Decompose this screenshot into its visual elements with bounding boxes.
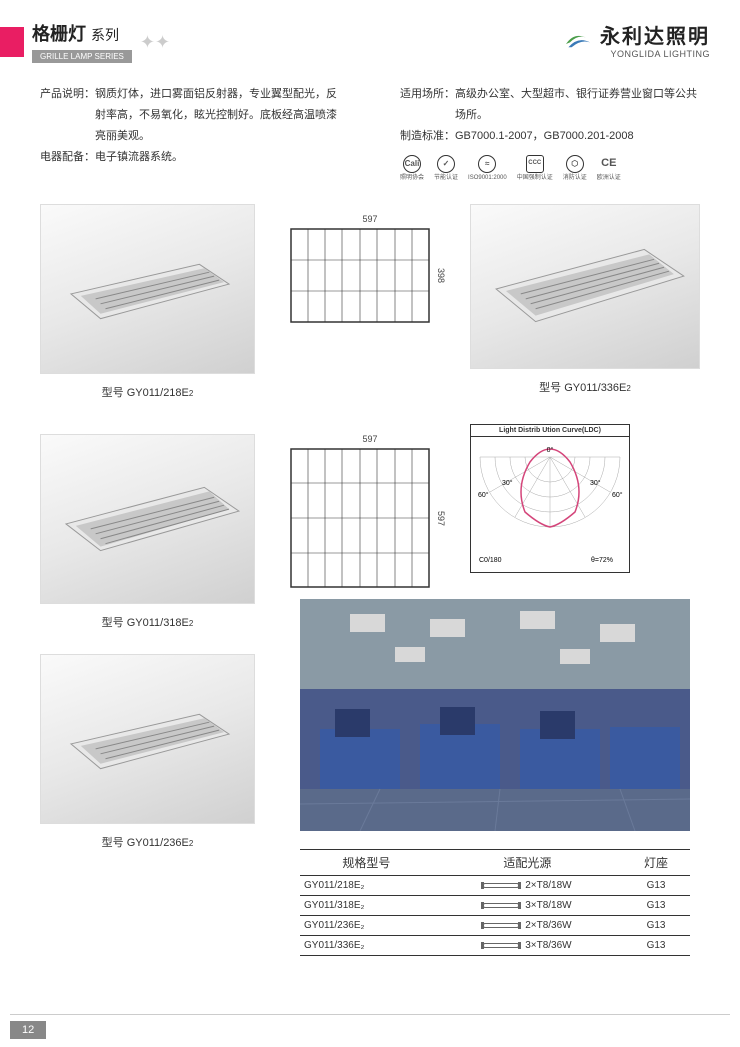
table-row: GY011/336E₂3×T8/36WG13 xyxy=(300,936,690,956)
table-row: GY011/318E₂3×T8/18WG13 xyxy=(300,896,690,916)
cert-icon: CCC xyxy=(526,155,544,173)
product-image xyxy=(470,204,700,369)
table-row: GY011/218E₂2×T8/18WG13 xyxy=(300,876,690,896)
page-header: 格栅灯 系列 GRILLE LAMP SERIES ✦✦ 永利达照明 YONGL… xyxy=(0,0,740,74)
brand-name-cn: 永利达照明 xyxy=(600,20,710,49)
equip-text: 电子镇流器系统。 xyxy=(95,147,340,168)
dimension-diagram: 597 597 xyxy=(290,434,450,588)
title-block: 格栅灯 系列 GRILLE LAMP SERIES ✦✦ xyxy=(0,20,170,64)
tube-icon xyxy=(483,903,519,908)
product-card: 型号 GY011/236E2 xyxy=(40,654,255,850)
table-header: 灯座 xyxy=(622,850,690,876)
product-caption: 型号 GY011/218E2 xyxy=(40,384,255,400)
ldc-chart: Light Distrib Ution Curve(LDC) 0° 30°30°… xyxy=(470,424,700,573)
product-card: 型号 GY011/218E2 xyxy=(40,204,255,400)
accent-bar xyxy=(0,27,24,57)
table-header: 适配光源 xyxy=(433,850,622,876)
application-photo xyxy=(300,599,690,831)
desc-text: 钢质灯体，进口雾面铝反射器，专业翼型配光，反射率高，不易氧化，眩光控制好。底板经… xyxy=(95,84,340,147)
desc-label: 产品说明： xyxy=(40,84,95,147)
brand-name-en: YONGLIDA LIGHTING xyxy=(600,49,710,59)
product-card: 型号 GY011/336E2 xyxy=(470,204,700,395)
standard-label: 制造标准： xyxy=(400,126,455,147)
page-title: 格栅灯 系列 xyxy=(32,20,132,46)
product-image xyxy=(40,204,255,374)
cert-icon: ≈ xyxy=(478,155,496,173)
equip-label: 电器配备： xyxy=(40,147,95,168)
certifications: Cali照明协会 ✓节能认证 ≈ISO9001:2000 CCC中国强制认证 ⬡… xyxy=(400,155,700,184)
table-row: GY011/236E₂2×T8/36WG13 xyxy=(300,916,690,936)
cert-icon: CE xyxy=(600,155,618,173)
svg-text:θ=72%: θ=72% xyxy=(591,557,613,564)
svg-text:60°: 60° xyxy=(612,491,623,499)
page-subtitle: GRILLE LAMP SERIES xyxy=(32,50,132,63)
page-number: 12 xyxy=(10,1021,46,1039)
dimension-diagram: 597 398 xyxy=(290,214,450,323)
svg-text:30°: 30° xyxy=(502,479,513,487)
usage-text: 高级办公室、大型超市、银行证券营业窗口等公共场所。 xyxy=(455,84,700,126)
cert-icon: Cali xyxy=(403,155,421,173)
decoration-icon: ✦✦ xyxy=(140,32,170,53)
footer-rule xyxy=(10,1014,730,1015)
product-image xyxy=(40,654,255,824)
tube-icon xyxy=(483,923,519,928)
svg-text:0°: 0° xyxy=(547,446,554,454)
cert-icon: ⬡ xyxy=(566,155,584,173)
svg-text:60°: 60° xyxy=(478,491,489,499)
tube-icon xyxy=(483,883,519,888)
product-caption: 型号 GY011/318E2 xyxy=(40,614,255,630)
spec-table: 规格型号 适配光源 灯座 GY011/218E₂2×T8/18WG13 GY01… xyxy=(300,849,690,956)
cert-icon: ✓ xyxy=(437,155,455,173)
product-image xyxy=(40,434,255,604)
intro-section: 产品说明：钢质灯体，进口雾面铝反射器，专业翼型配光，反射率高，不易氧化，眩光控制… xyxy=(0,74,740,204)
usage-label: 适用场所： xyxy=(400,84,455,126)
product-caption: 型号 GY011/236E2 xyxy=(40,834,255,850)
product-card: 型号 GY011/318E2 xyxy=(40,434,255,630)
tube-icon xyxy=(483,943,519,948)
svg-text:C0/180: C0/180 xyxy=(479,557,502,564)
logo-icon xyxy=(562,28,594,52)
table-header: 规格型号 xyxy=(300,850,433,876)
brand-logo: 永利达照明 YONGLIDA LIGHTING xyxy=(562,20,710,59)
standard-text: GB7000.1-2007，GB7000.201-2008 xyxy=(455,126,700,147)
product-caption: 型号 GY011/336E2 xyxy=(470,379,700,395)
svg-text:30°: 30° xyxy=(590,479,601,487)
